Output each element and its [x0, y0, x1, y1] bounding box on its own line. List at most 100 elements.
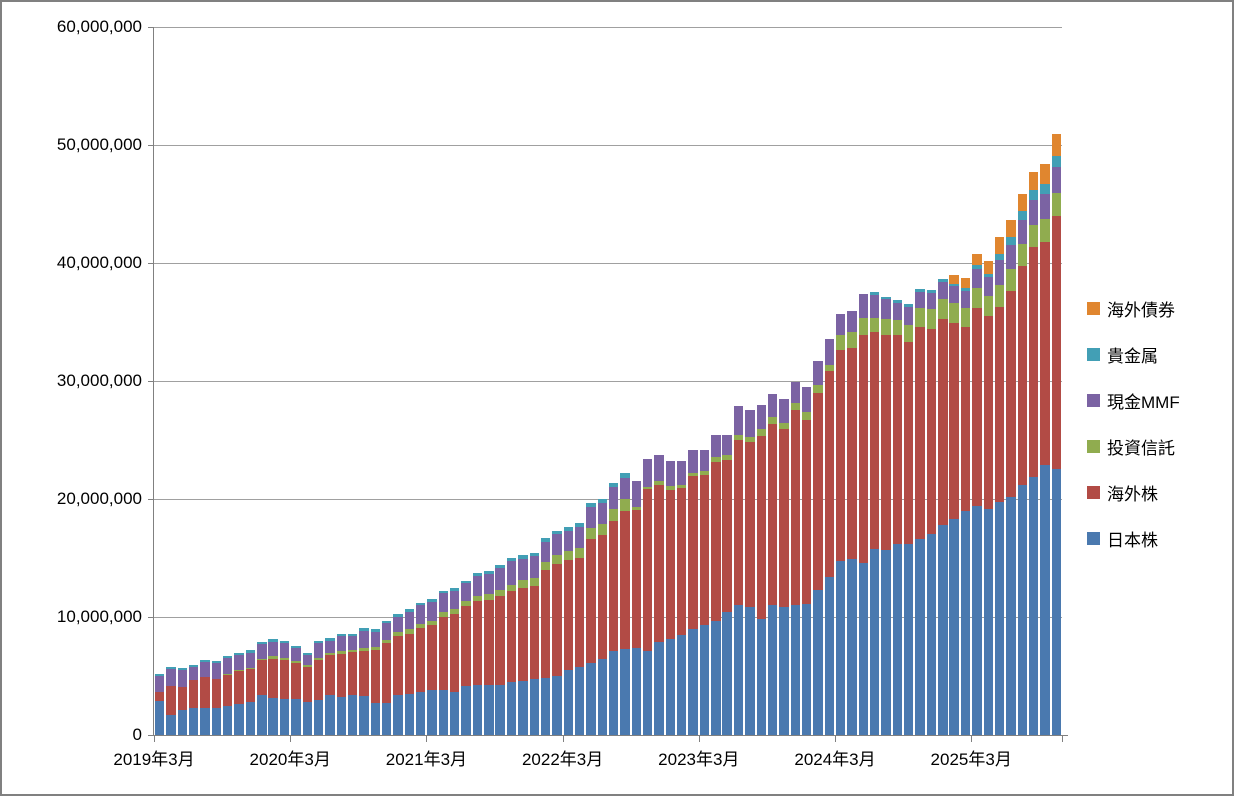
bar-segment-日本株[interactable] — [450, 692, 460, 735]
bar-segment-海外株[interactable] — [1028, 247, 1039, 478]
bar-segment-投資信託[interactable] — [427, 620, 437, 626]
bar-segment-海外株[interactable] — [518, 588, 528, 681]
bar-segment-現金MMF[interactable] — [404, 611, 415, 630]
bar-segment-現金MMF[interactable] — [892, 302, 903, 321]
bar-segment-投資信託[interactable] — [223, 674, 233, 675]
bar-segment-貴金属[interactable] — [279, 640, 290, 644]
bar-2024年10月[interactable] — [915, 27, 925, 735]
bar-segment-現金MMF[interactable] — [1017, 220, 1027, 244]
bar-segment-現金MMF[interactable] — [654, 454, 664, 482]
bar-segment-投資信託[interactable] — [870, 318, 880, 333]
bar-segment-現金MMF[interactable] — [461, 583, 471, 601]
bar-segment-現金MMF[interactable] — [677, 461, 687, 485]
bar-segment-海外株[interactable] — [994, 307, 1005, 503]
bar-segment-投資信託[interactable] — [960, 307, 971, 328]
bar-segment-投資信託[interactable] — [881, 319, 891, 335]
bar-segment-貴金属[interactable] — [177, 668, 188, 671]
bar-segment-現金MMF[interactable] — [938, 282, 948, 299]
bar-segment-海外債券[interactable] — [1028, 172, 1039, 191]
bar-segment-投資信託[interactable] — [711, 457, 721, 463]
bar-segment-現金MMF[interactable] — [393, 616, 403, 632]
bar-2022年5月[interactable] — [586, 27, 596, 735]
bar-segment-現金MMF[interactable] — [926, 292, 937, 310]
bar-segment-日本株[interactable] — [994, 502, 1005, 735]
bar-segment-海外債券[interactable] — [972, 253, 982, 266]
bar-segment-投資信託[interactable] — [416, 623, 426, 628]
bar-segment-貴金属[interactable] — [1017, 211, 1027, 221]
bar-segment-現金MMF[interactable] — [1028, 199, 1039, 225]
bar-segment-貴金属[interactable] — [563, 527, 573, 531]
bar-segment-海外株[interactable] — [450, 614, 460, 693]
bar-segment-海外債券[interactable] — [949, 274, 959, 284]
bar-2019年11月[interactable] — [245, 27, 256, 735]
bar-segment-日本株[interactable] — [325, 695, 335, 735]
bar-2023年1月[interactable] — [677, 27, 687, 735]
bar-segment-日本株[interactable] — [767, 605, 778, 735]
bar-2025年5月[interactable] — [994, 27, 1005, 735]
bar-segment-投資信託[interactable] — [495, 589, 505, 596]
bar-segment-現金MMF[interactable] — [813, 361, 823, 386]
bar-segment-現金MMF[interactable] — [779, 399, 789, 423]
bar-segment-日本株[interactable] — [960, 511, 971, 735]
bar-segment-現金MMF[interactable] — [608, 487, 619, 510]
bar-segment-日本株[interactable] — [733, 605, 744, 735]
bar-segment-日本株[interactable] — [711, 621, 721, 735]
bar-segment-貴金属[interactable] — [983, 273, 993, 277]
bar-segment-貴金属[interactable] — [608, 483, 619, 488]
bar-segment-貴金属[interactable] — [427, 599, 437, 602]
bar-segment-日本株[interactable] — [779, 606, 789, 735]
bar-segment-投資信託[interactable] — [745, 437, 755, 443]
bar-segment-貴金属[interactable] — [881, 297, 891, 299]
bar-segment-海外株[interactable] — [767, 423, 778, 606]
bar-segment-投資信託[interactable] — [824, 365, 835, 372]
bar-2022年2月[interactable] — [552, 27, 562, 735]
bar-2021年8月[interactable] — [484, 27, 494, 735]
bar-segment-海外債券[interactable] — [1051, 133, 1062, 157]
bar-segment-投資信託[interactable] — [722, 455, 732, 461]
bar-2024年9月[interactable] — [904, 27, 914, 735]
bar-segment-現金MMF[interactable] — [154, 676, 165, 693]
bar-segment-日本株[interactable] — [381, 702, 392, 735]
bar-segment-日本株[interactable] — [416, 692, 426, 735]
bar-segment-貴金属[interactable] — [223, 656, 233, 659]
bar-segment-現金MMF[interactable] — [949, 286, 959, 304]
bar-segment-現金MMF[interactable] — [699, 450, 710, 472]
bar-segment-投資信託[interactable] — [336, 651, 346, 654]
bar-2023年7月[interactable] — [745, 27, 755, 735]
bar-segment-日本株[interactable] — [1028, 477, 1039, 735]
bar-segment-貴金属[interactable] — [870, 292, 880, 295]
bar-2020年3月[interactable] — [291, 27, 301, 735]
bar-segment-海外株[interactable] — [427, 625, 437, 691]
legend-item-toushi-shintaku[interactable]: 投資信託 — [1087, 423, 1232, 469]
bar-segment-日本株[interactable] — [972, 505, 982, 735]
bar-segment-海外株[interactable] — [268, 658, 278, 699]
bar-2021年12月[interactable] — [529, 27, 539, 735]
bar-segment-日本株[interactable] — [835, 561, 846, 735]
bar-segment-投資信託[interactable] — [926, 309, 937, 329]
bar-segment-日本株[interactable] — [926, 533, 937, 735]
bar-segment-海外株[interactable] — [835, 350, 846, 562]
bar-segment-貴金属[interactable] — [404, 609, 415, 612]
bar-segment-投資信託[interactable] — [325, 652, 335, 655]
bar-segment-日本株[interactable] — [291, 698, 301, 735]
bar-segment-現金MMF[interactable] — [688, 450, 698, 474]
bar-segment-海外株[interactable] — [223, 674, 233, 707]
bar-segment-現金MMF[interactable] — [983, 276, 993, 297]
bar-segment-貴金属[interactable] — [393, 614, 403, 617]
bar-2025年10月[interactable] — [1051, 27, 1062, 735]
bar-segment-投資信託[interactable] — [665, 486, 676, 490]
bar-segment-日本株[interactable] — [257, 695, 267, 735]
bar-segment-海外株[interactable] — [1006, 291, 1016, 497]
bar-2022年3月[interactable] — [563, 27, 573, 735]
bar-2020年2月[interactable] — [279, 27, 290, 735]
bar-segment-現金MMF[interactable] — [245, 652, 256, 668]
bar-segment-海外株[interactable] — [949, 322, 959, 520]
bar-segment-海外株[interactable] — [529, 586, 539, 680]
bar-segment-日本株[interactable] — [938, 525, 948, 735]
bar-segment-日本株[interactable] — [552, 676, 562, 735]
bar-segment-投資信託[interactable] — [983, 296, 993, 317]
bar-segment-日本株[interactable] — [824, 577, 835, 735]
bar-2020年1月[interactable] — [268, 27, 278, 735]
bar-segment-投資信託[interactable] — [699, 471, 710, 476]
bar-segment-日本株[interactable] — [643, 651, 653, 735]
